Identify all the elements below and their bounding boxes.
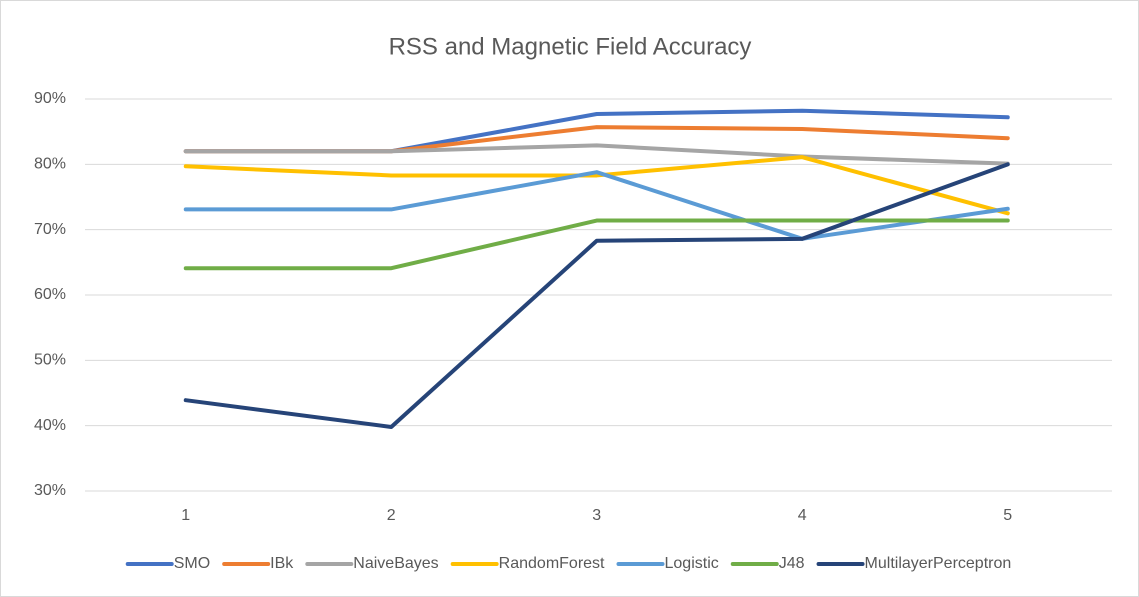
series-line: [183, 143, 1010, 166]
x-tick-label: 4: [798, 507, 807, 524]
y-tick-label: 90%: [34, 90, 66, 107]
series-line: [183, 170, 1010, 241]
y-tick-label: 70%: [34, 221, 66, 238]
y-tick-label: 50%: [34, 352, 66, 369]
y-tick-label: 30%: [34, 482, 66, 499]
series-line: [183, 218, 1010, 271]
x-tick-label: 3: [592, 507, 601, 524]
legend-label: SMO: [174, 555, 210, 572]
legend-label: J48: [779, 555, 805, 572]
y-tick-label: 60%: [34, 286, 66, 303]
legend-label: IBk: [270, 555, 294, 572]
chart-title: RSS and Magnetic Field Accuracy: [389, 33, 752, 60]
y-tick-label: 40%: [34, 417, 66, 434]
legend-label: NaiveBayes: [353, 555, 438, 572]
x-tick-label: 5: [1003, 507, 1012, 524]
x-tick-label: 2: [387, 507, 396, 524]
legend-label: MultilayerPerceptron: [865, 555, 1012, 572]
series-line: [183, 155, 1010, 216]
series-line: [183, 162, 1010, 429]
legend-label: Logistic: [665, 555, 719, 572]
y-tick-label: 80%: [34, 156, 66, 173]
legend-label: RandomForest: [499, 555, 605, 572]
x-tick-label: 1: [181, 507, 190, 524]
